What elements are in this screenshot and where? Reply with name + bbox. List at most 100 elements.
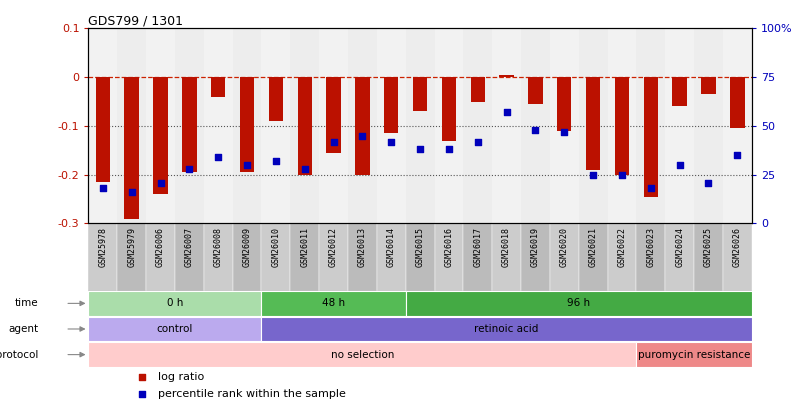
Bar (642, 77, 657, 197)
Point (356, 132, 369, 139)
Text: GSM26010: GSM26010 (271, 227, 280, 267)
Text: 0 h: 0 h (166, 298, 183, 308)
Point (471, 138, 483, 145)
Text: growth protocol: growth protocol (0, 350, 39, 360)
Bar (406, 28, 434, 224)
Bar (146, 28, 175, 224)
Bar (549, 224, 578, 290)
Bar (664, 28, 693, 224)
Text: GSM26012: GSM26012 (328, 227, 337, 267)
Point (135, 390, 148, 397)
Text: GSM26007: GSM26007 (185, 227, 194, 267)
Bar (88, 342, 636, 367)
Bar (355, 77, 369, 175)
Point (298, 166, 311, 172)
Bar (268, 77, 283, 121)
Text: GSM26009: GSM26009 (243, 227, 251, 267)
Bar (96, 77, 110, 182)
Text: percentile rank within the sample: percentile rank within the sample (158, 388, 345, 399)
Bar (434, 28, 463, 224)
Text: GSM26006: GSM26006 (156, 227, 165, 267)
Bar (175, 224, 203, 290)
Bar (348, 224, 377, 290)
Bar (406, 224, 434, 290)
Bar (146, 224, 175, 290)
Bar (232, 224, 261, 290)
Bar (520, 28, 549, 224)
Text: GSM25978: GSM25978 (98, 227, 108, 267)
Bar (153, 77, 168, 194)
Bar (556, 77, 571, 131)
Text: GSM26026: GSM26026 (732, 227, 741, 267)
Point (413, 146, 426, 153)
Point (96, 185, 109, 192)
Bar (88, 28, 117, 224)
Text: GSM26021: GSM26021 (588, 227, 597, 267)
Text: GSM26023: GSM26023 (646, 227, 654, 267)
Bar (693, 28, 722, 224)
Point (125, 189, 138, 196)
Point (730, 152, 743, 158)
Bar (117, 28, 146, 224)
Bar (636, 224, 664, 290)
Bar (585, 77, 600, 170)
Text: GDS799 / 1301: GDS799 / 1301 (88, 14, 183, 27)
Bar (377, 28, 406, 224)
Point (499, 109, 512, 115)
Text: GSM26022: GSM26022 (617, 227, 626, 267)
Bar (88, 317, 261, 341)
Text: GSM25979: GSM25979 (127, 227, 136, 267)
Bar (377, 224, 406, 290)
Bar (290, 224, 319, 290)
Text: puromycin resistance: puromycin resistance (637, 350, 749, 360)
Bar (693, 224, 722, 290)
Bar (491, 28, 520, 224)
Point (557, 128, 570, 135)
Bar (528, 77, 542, 104)
Bar (578, 28, 607, 224)
Text: control: control (157, 324, 193, 334)
Bar (520, 224, 549, 290)
Bar (578, 224, 607, 290)
Bar (441, 77, 455, 141)
Point (672, 162, 685, 168)
Point (701, 179, 714, 186)
Point (442, 146, 454, 153)
Point (643, 185, 656, 192)
Text: GSM26016: GSM26016 (444, 227, 453, 267)
Point (327, 138, 340, 145)
Point (586, 171, 599, 178)
Bar (700, 77, 715, 94)
Text: GSM26018: GSM26018 (502, 227, 511, 267)
Bar (239, 77, 254, 172)
Text: retinoic acid: retinoic acid (474, 324, 538, 334)
Bar (434, 224, 463, 290)
Bar (261, 317, 751, 341)
Bar (384, 77, 398, 133)
Bar (124, 77, 139, 219)
Bar (463, 28, 491, 224)
Text: GSM26015: GSM26015 (415, 227, 424, 267)
Text: GSM26024: GSM26024 (675, 227, 683, 267)
Text: GSM26019: GSM26019 (530, 227, 540, 267)
Bar (261, 224, 290, 290)
Bar (290, 28, 319, 224)
Bar (88, 291, 261, 315)
Bar (671, 77, 686, 107)
Bar (261, 28, 290, 224)
Text: 96 h: 96 h (566, 298, 589, 308)
Point (528, 127, 541, 133)
Bar (463, 224, 491, 290)
Bar (88, 224, 117, 290)
Text: GSM26008: GSM26008 (214, 227, 222, 267)
Text: GSM26025: GSM26025 (703, 227, 712, 267)
Bar (491, 224, 520, 290)
Text: GSM26017: GSM26017 (473, 227, 482, 267)
Bar (175, 28, 203, 224)
Text: GSM26014: GSM26014 (386, 227, 395, 267)
Bar (413, 77, 426, 111)
Bar (470, 77, 484, 102)
Point (154, 179, 167, 186)
Point (385, 138, 397, 145)
Bar (607, 28, 636, 224)
